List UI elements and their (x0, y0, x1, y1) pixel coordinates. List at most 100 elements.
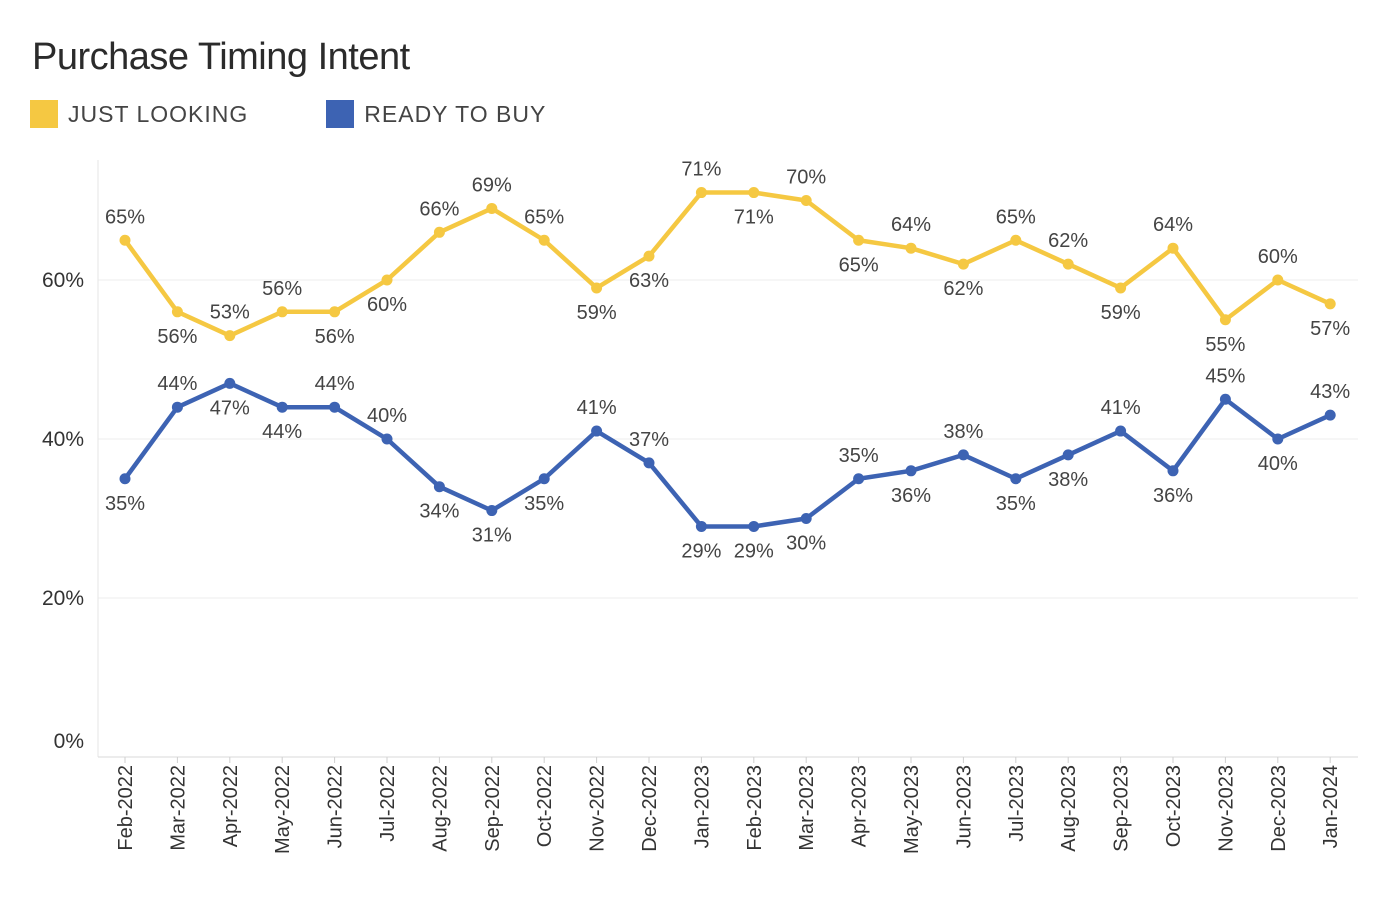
data-point-just-looking[interactable] (329, 306, 341, 318)
gridlines (98, 279, 1358, 599)
x-tick-label: May-2022 (272, 765, 294, 854)
data-point-just-looking[interactable] (433, 226, 445, 238)
data-point-just-looking[interactable] (957, 258, 969, 270)
data-point-ready-to-buy[interactable] (853, 473, 865, 485)
data-point-ready-to-buy[interactable] (329, 401, 341, 413)
data-label-just-looking: 59% (1101, 302, 1141, 324)
data-point-just-looking[interactable] (224, 330, 236, 342)
data-point-just-looking[interactable] (1219, 314, 1231, 326)
data-label-ready-to-buy: 31% (472, 525, 512, 547)
series (119, 187, 1336, 532)
data-point-ready-to-buy[interactable] (800, 513, 812, 524)
x-tick-label: Mar-2022 (167, 765, 189, 851)
data-point-just-looking[interactable] (276, 306, 288, 318)
legend-label-ready-to-buy: READY TO BUY (364, 100, 547, 127)
data-point-just-looking[interactable] (1167, 242, 1179, 254)
data-point-ready-to-buy[interactable] (538, 473, 550, 485)
data-label-just-looking: 59% (577, 302, 617, 324)
data-point-ready-to-buy[interactable] (643, 457, 655, 469)
data-point-ready-to-buy[interactable] (1219, 393, 1231, 405)
data-point-just-looking[interactable] (1324, 298, 1336, 310)
data-point-ready-to-buy[interactable] (591, 425, 603, 437)
data-point-just-looking[interactable] (119, 234, 131, 246)
x-tick-label: Feb-2022 (115, 765, 137, 851)
x-tick-label: Jun-2023 (953, 765, 975, 848)
data-point-just-looking[interactable] (643, 250, 655, 262)
legend-item-ready-to-buy[interactable]: READY TO BUY (326, 100, 546, 128)
data-label-ready-to-buy: 41% (577, 397, 617, 419)
x-tick-label: Jan-2024 (1320, 765, 1342, 848)
data-point-ready-to-buy[interactable] (276, 401, 288, 413)
data-point-just-looking[interactable] (171, 306, 183, 318)
data-point-ready-to-buy[interactable] (905, 465, 917, 477)
data-label-ready-to-buy: 36% (891, 485, 931, 507)
data-point-ready-to-buy[interactable] (1115, 425, 1127, 437)
data-label-ready-to-buy: 38% (943, 421, 983, 443)
data-point-ready-to-buy[interactable] (433, 481, 445, 493)
data-point-just-looking[interactable] (905, 242, 917, 254)
data-label-just-looking: 60% (367, 294, 407, 316)
data-point-ready-to-buy[interactable] (1010, 473, 1022, 485)
data-point-ready-to-buy[interactable] (119, 473, 131, 485)
data-point-just-looking[interactable] (538, 234, 550, 246)
x-tick-label: Oct-2022 (534, 765, 556, 847)
data-point-just-looking[interactable] (748, 187, 760, 199)
data-point-just-looking[interactable] (1010, 234, 1022, 246)
data-point-ready-to-buy[interactable] (171, 401, 183, 413)
data-point-just-looking[interactable] (591, 282, 603, 294)
x-tick-label: May-2023 (901, 765, 923, 854)
data-point-just-looking[interactable] (486, 202, 498, 214)
x-tick-label: Nov-2022 (587, 765, 609, 852)
data-label-just-looking: 56% (262, 278, 302, 300)
legend-item-just-looking[interactable]: JUST LOOKING (30, 100, 248, 128)
data-point-just-looking[interactable] (381, 274, 393, 286)
data-label-ready-to-buy: 44% (262, 421, 302, 443)
y-tick-label: 60% (42, 269, 84, 292)
data-label-just-looking: 62% (1048, 230, 1088, 252)
data-point-ready-to-buy[interactable] (1062, 449, 1074, 461)
data-label-just-looking: 65% (524, 206, 564, 228)
data-label-just-looking: 65% (996, 206, 1036, 228)
data-point-ready-to-buy[interactable] (486, 505, 498, 517)
data-label-just-looking: 55% (1205, 334, 1245, 356)
data-label-just-looking: 57% (1310, 318, 1350, 340)
x-tick-label: Apr-2022 (220, 765, 242, 847)
x-tick-label: Sep-2022 (482, 765, 504, 852)
data-label-just-looking: 70% (786, 167, 826, 189)
data-label-just-looking: 64% (891, 214, 931, 236)
data-label-ready-to-buy: 35% (524, 493, 564, 515)
data-label-just-looking: 53% (210, 302, 250, 324)
x-tick-label: Jul-2023 (1006, 765, 1028, 842)
chart-title: Purchase Timing Intent (32, 36, 410, 78)
data-label-just-looking: 64% (1153, 214, 1193, 236)
data-label-ready-to-buy: 29% (734, 540, 774, 562)
data-point-just-looking[interactable] (800, 195, 812, 206)
data-point-just-looking[interactable] (695, 187, 707, 199)
data-point-just-looking[interactable] (1062, 258, 1074, 270)
data-point-ready-to-buy[interactable] (748, 520, 760, 532)
data-label-ready-to-buy: 41% (1101, 397, 1141, 419)
data-label-just-looking: 65% (105, 206, 145, 228)
data-point-ready-to-buy[interactable] (1272, 433, 1284, 445)
data-point-just-looking[interactable] (1272, 274, 1284, 286)
x-tick-label: Feb-2023 (744, 765, 766, 851)
legend-swatch-just-looking (30, 100, 58, 128)
x-tick-label: Aug-2022 (429, 765, 451, 852)
y-tick-label: 0% (54, 730, 84, 753)
x-tick-label: Apr-2023 (849, 765, 871, 847)
data-point-ready-to-buy[interactable] (957, 449, 969, 461)
data-label-ready-to-buy: 45% (1205, 365, 1245, 387)
axes: 0% 20% 40% 60% Feb-2022 Mar-2022 Apr-2022 May-2… (42, 160, 1358, 854)
data-label-just-looking: 56% (315, 326, 355, 348)
data-label-ready-to-buy: 40% (367, 405, 407, 427)
data-point-ready-to-buy[interactable] (381, 433, 393, 445)
data-point-just-looking[interactable] (853, 234, 865, 246)
data-point-just-looking[interactable] (1115, 282, 1127, 294)
data-label-just-looking: 63% (629, 270, 669, 292)
data-point-ready-to-buy[interactable] (1167, 465, 1179, 477)
data-point-ready-to-buy[interactable] (1324, 409, 1336, 421)
legend: JUST LOOKING READY TO BUY (30, 100, 624, 128)
data-point-ready-to-buy[interactable] (224, 377, 236, 389)
data-point-ready-to-buy[interactable] (695, 520, 707, 532)
